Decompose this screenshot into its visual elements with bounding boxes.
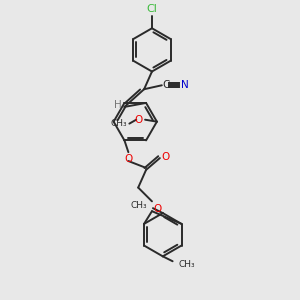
- Text: O: O: [162, 152, 170, 162]
- Text: CH₃: CH₃: [111, 119, 128, 128]
- Text: C: C: [163, 80, 170, 90]
- Text: O: O: [134, 115, 142, 125]
- Text: O: O: [124, 154, 133, 164]
- Text: H: H: [114, 100, 122, 110]
- Text: CH₃: CH₃: [178, 260, 195, 269]
- Text: Cl: Cl: [146, 4, 158, 14]
- Text: O: O: [153, 204, 161, 214]
- Text: CH₃: CH₃: [130, 201, 147, 210]
- Text: N: N: [182, 80, 189, 90]
